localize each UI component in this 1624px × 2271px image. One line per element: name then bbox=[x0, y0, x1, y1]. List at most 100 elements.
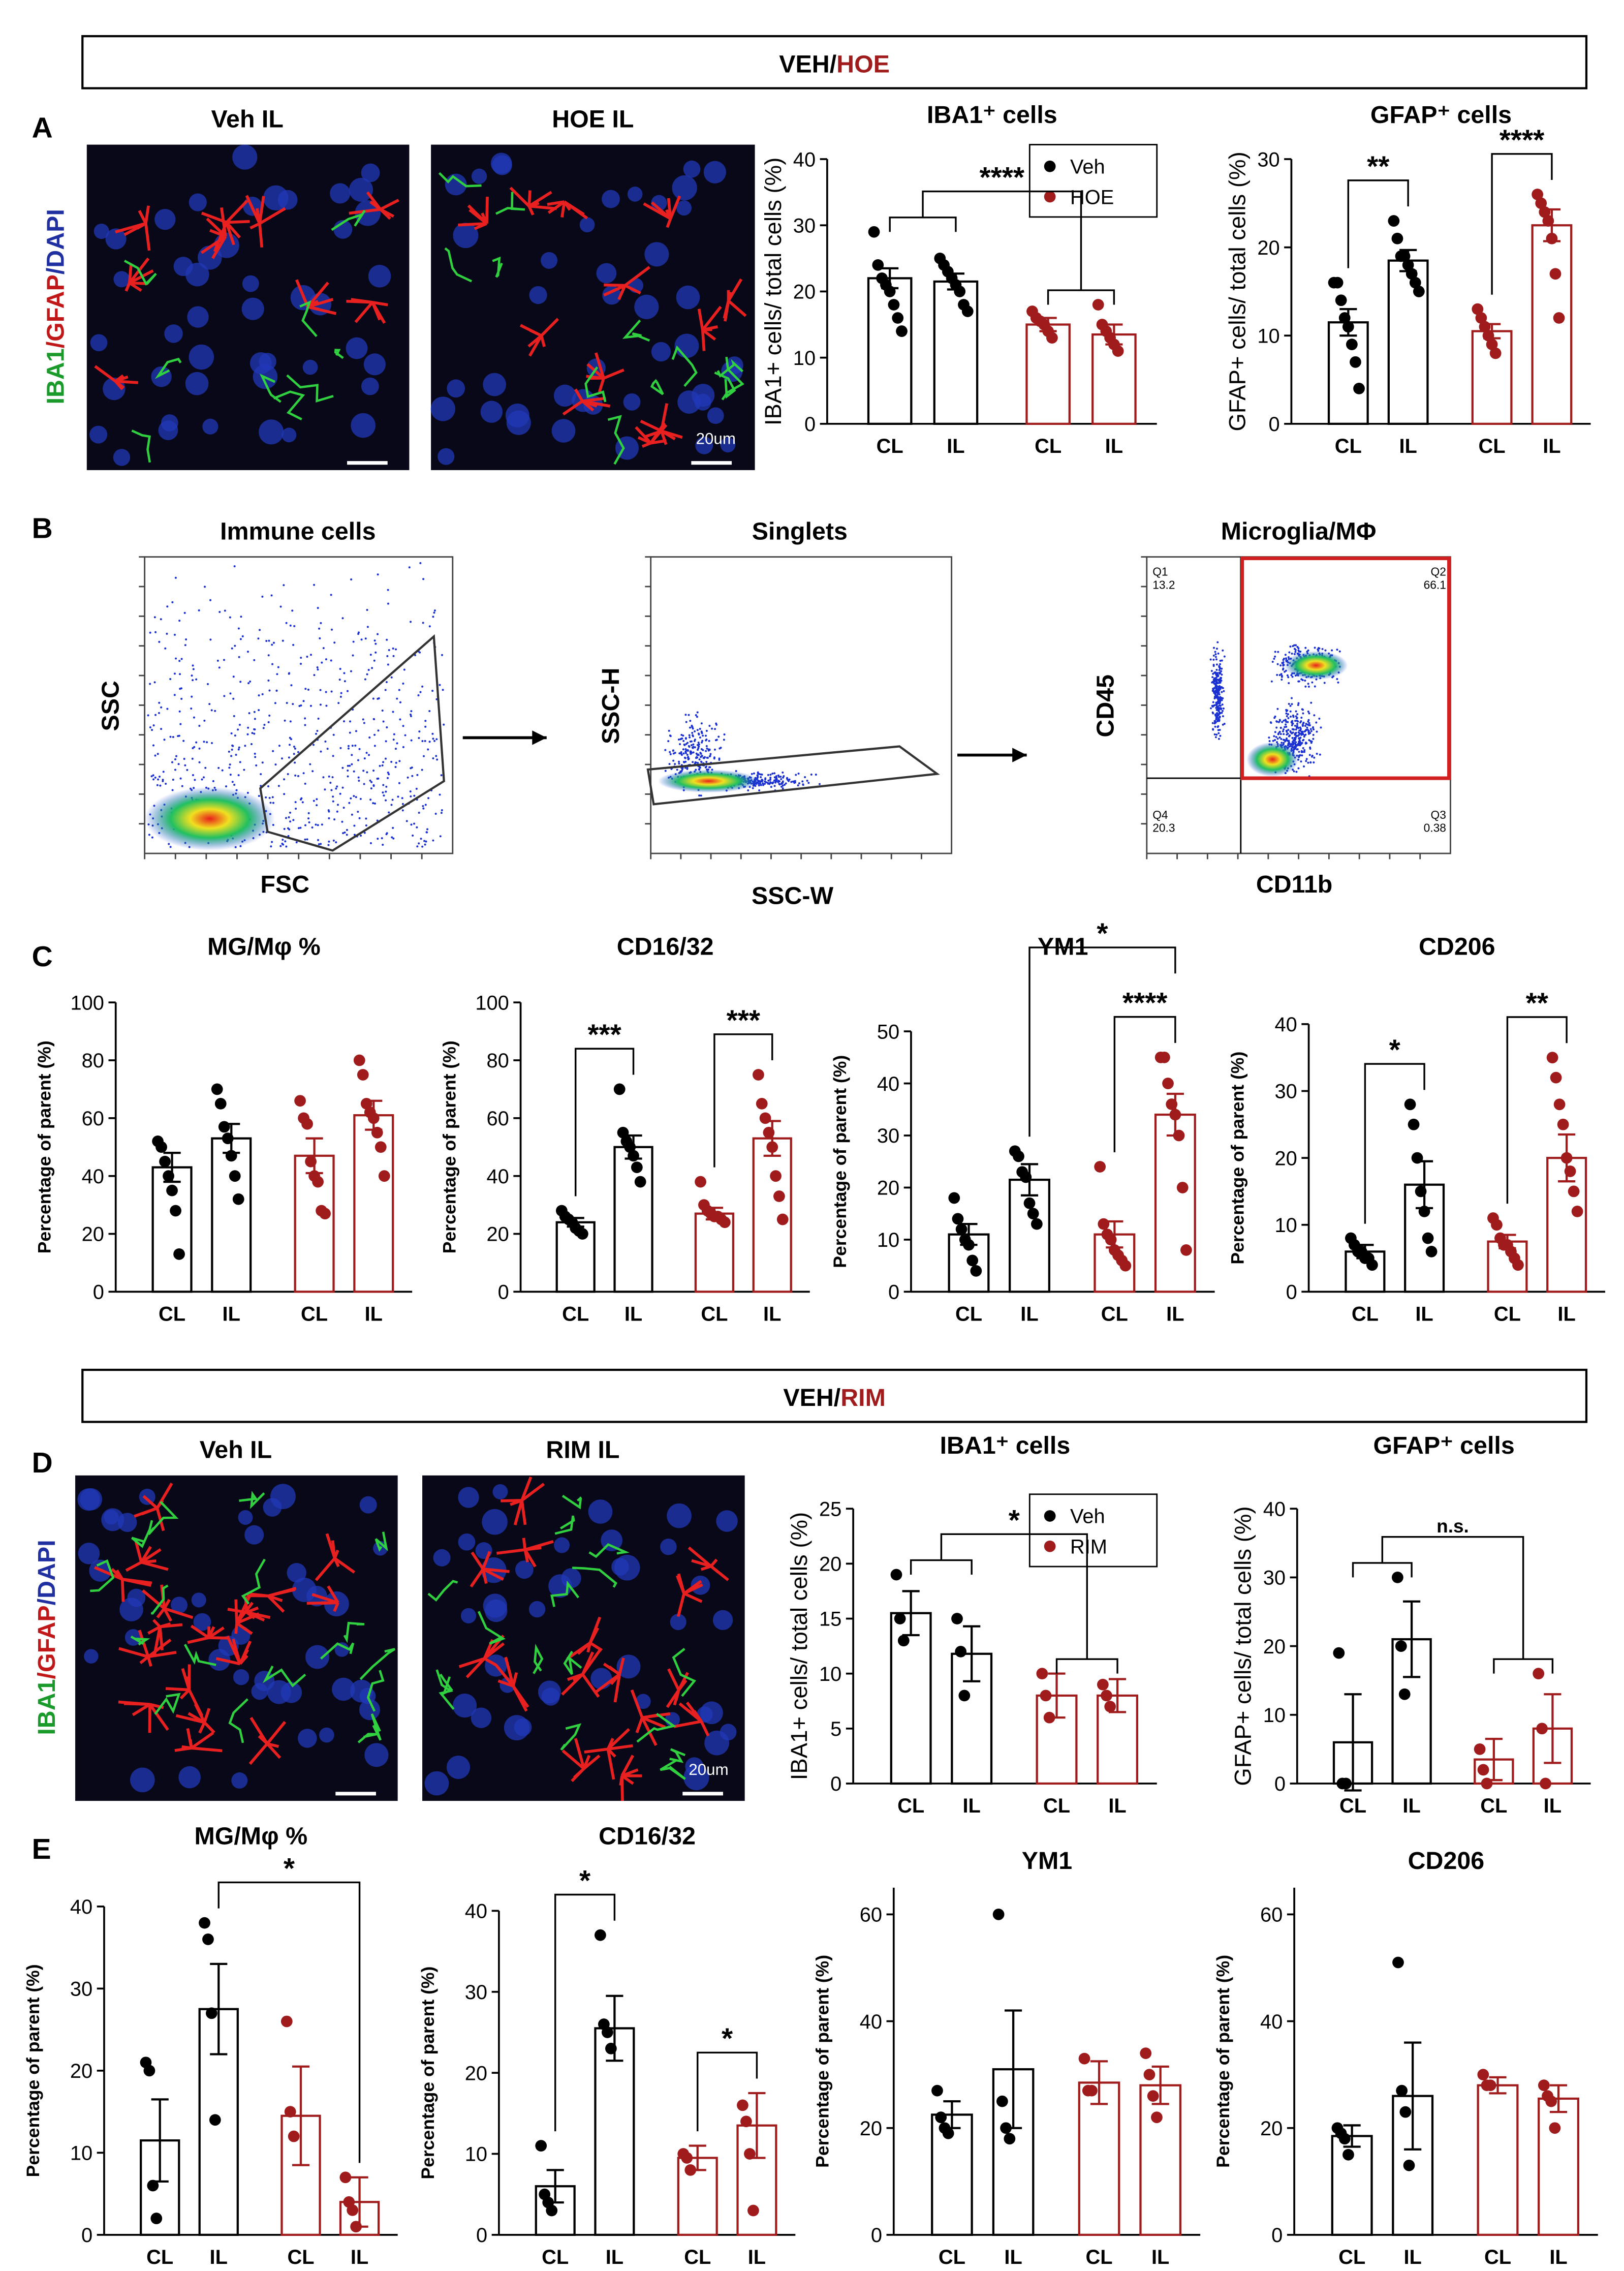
event bbox=[212, 780, 214, 782]
event bbox=[362, 718, 364, 721]
event bbox=[432, 738, 434, 740]
y-tick-label: 40 bbox=[1274, 1014, 1297, 1036]
event bbox=[713, 756, 715, 759]
astrocyte bbox=[258, 1735, 268, 1745]
nucleus bbox=[703, 161, 726, 183]
astrocyte bbox=[371, 301, 386, 324]
event bbox=[1212, 704, 1214, 707]
x-tick-label: IL bbox=[1402, 1795, 1420, 1817]
stain-part: IBA1 bbox=[42, 348, 69, 404]
event bbox=[172, 735, 174, 738]
event bbox=[699, 752, 702, 754]
astrocyte bbox=[563, 200, 588, 220]
event bbox=[1315, 721, 1318, 724]
nucleus bbox=[191, 1592, 206, 1608]
event bbox=[357, 759, 359, 761]
event bbox=[221, 769, 224, 772]
y-axis-label: IBA1+ cells/ total cells (%) bbox=[760, 158, 786, 425]
astrocyte bbox=[497, 1679, 514, 1687]
event bbox=[1268, 736, 1270, 739]
nucleus bbox=[588, 1499, 613, 1524]
event bbox=[751, 773, 753, 775]
astrocyte bbox=[598, 378, 605, 393]
event bbox=[366, 626, 369, 628]
event bbox=[365, 817, 367, 820]
event bbox=[1294, 736, 1297, 739]
event bbox=[1294, 649, 1297, 651]
event bbox=[1210, 707, 1212, 710]
event bbox=[386, 726, 388, 729]
image-title: Veh IL bbox=[200, 1436, 272, 1464]
event bbox=[308, 821, 310, 823]
astrocyte bbox=[458, 1657, 485, 1668]
event bbox=[1295, 734, 1298, 737]
event bbox=[1300, 716, 1303, 719]
event bbox=[173, 672, 176, 675]
quadrant-label: Q1 bbox=[1152, 565, 1168, 578]
data-point bbox=[1479, 321, 1491, 333]
nucleus bbox=[119, 1598, 143, 1621]
event bbox=[422, 805, 424, 807]
event bbox=[247, 726, 249, 729]
nucleus bbox=[231, 1772, 248, 1789]
event bbox=[401, 803, 404, 805]
event bbox=[387, 589, 389, 591]
event bbox=[426, 831, 428, 834]
astrocyte bbox=[334, 1557, 356, 1574]
event bbox=[699, 727, 701, 730]
event bbox=[698, 768, 700, 771]
astrocyte bbox=[528, 204, 557, 210]
event bbox=[1321, 648, 1324, 650]
event bbox=[423, 840, 426, 842]
event bbox=[1285, 725, 1288, 728]
event bbox=[300, 662, 302, 665]
error-bar bbox=[1090, 2060, 1108, 2105]
event bbox=[336, 810, 338, 813]
event bbox=[358, 780, 360, 782]
y-tick-label: 40 bbox=[1263, 1498, 1286, 1520]
event bbox=[683, 756, 686, 759]
nucleus bbox=[529, 286, 547, 304]
event bbox=[152, 724, 155, 727]
x-tick-label: CL bbox=[955, 1303, 982, 1325]
event bbox=[1209, 658, 1212, 661]
event bbox=[257, 637, 260, 640]
event bbox=[159, 784, 162, 787]
event bbox=[672, 759, 675, 762]
data-point bbox=[1399, 2106, 1412, 2118]
data-point bbox=[350, 2221, 362, 2233]
event bbox=[1221, 673, 1223, 676]
data-point bbox=[952, 1213, 964, 1225]
sig-bracket bbox=[1347, 179, 1409, 268]
event bbox=[761, 773, 763, 776]
event bbox=[1273, 717, 1276, 719]
event bbox=[704, 756, 706, 758]
event bbox=[321, 823, 323, 826]
event bbox=[234, 734, 236, 737]
event bbox=[1287, 676, 1290, 679]
event bbox=[775, 777, 777, 779]
data-point bbox=[695, 1176, 706, 1188]
event bbox=[250, 743, 253, 745]
event bbox=[422, 807, 425, 810]
data-point bbox=[1094, 1161, 1106, 1173]
event bbox=[231, 748, 233, 751]
event bbox=[1215, 705, 1218, 708]
event bbox=[1221, 659, 1223, 662]
event bbox=[1291, 653, 1293, 655]
event bbox=[177, 763, 180, 765]
nucleus bbox=[430, 396, 455, 421]
event bbox=[1222, 710, 1224, 712]
event bbox=[379, 764, 381, 767]
nucleus bbox=[458, 1487, 479, 1508]
event bbox=[335, 787, 337, 790]
data-point bbox=[357, 1069, 369, 1081]
astrocyte bbox=[702, 328, 716, 341]
nucleus bbox=[720, 437, 736, 453]
event bbox=[1278, 719, 1281, 721]
microglia bbox=[427, 1580, 458, 1602]
data-point bbox=[209, 2114, 221, 2126]
astrocyte bbox=[194, 1703, 206, 1723]
nucleus bbox=[238, 1510, 253, 1525]
astrocyte bbox=[650, 201, 672, 220]
